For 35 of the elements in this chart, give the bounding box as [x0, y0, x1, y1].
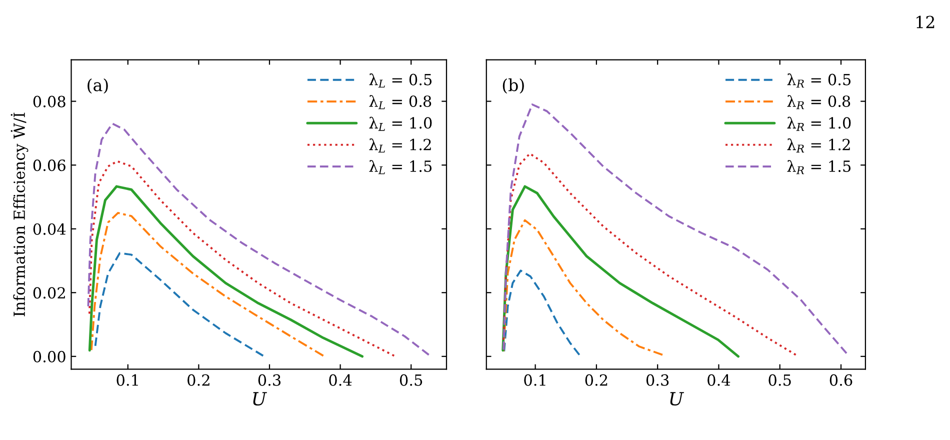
annotation: (a) [88, 78, 108, 94]
legend-label: λ$_{R}$ = 1.0 [787, 116, 851, 131]
legend-label: λ$_{R}$ = 1.2 [787, 138, 850, 152]
x-tick-label: 0.1 [524, 374, 546, 386]
annotation: (b) [502, 78, 524, 94]
legend-label: λ$_{L}$ = 0.8 [369, 95, 432, 110]
legend-label: λ$_{L}$ = 1.5 [369, 160, 432, 174]
x-tick-label: 0.3 [258, 374, 281, 386]
line-series [88, 185, 364, 358]
legend-label: λ$_{L}$ = 1.0 [369, 116, 432, 131]
line-series [94, 252, 264, 357]
legend-label: λ$_{L}$ = 0.5 [369, 73, 432, 88]
legend-label: λ$_{R}$ = 1.5 [787, 160, 851, 174]
x-tick-label: 0.1 [116, 374, 138, 386]
y-tick-label: 0.06 [33, 160, 66, 172]
y-axis-title: Information Efficiency Ẇ/İ [10, 112, 28, 316]
y-tick-label: 0.04 [33, 223, 66, 235]
x-tick-label: 0.3 [646, 374, 669, 386]
y-tick-label: 0.08 [33, 96, 66, 108]
x-tick-label: 0.2 [585, 374, 608, 386]
line-series [90, 212, 324, 357]
x-tick-label: 0.4 [708, 374, 730, 386]
x-axis-title: U [253, 392, 267, 406]
y-tick-label: 0.00 [33, 350, 66, 362]
x-tick-label: 0.5 [400, 374, 422, 386]
x-tick-label: 0.2 [188, 374, 210, 386]
x-axis-title: U [670, 392, 684, 406]
legend-label: λ$_{L}$ = 1.2 [369, 138, 431, 152]
x-tick-label: 0.4 [329, 374, 352, 386]
x-tick-label: 0.5 [768, 374, 791, 386]
x-tick-label: 0.6 [830, 374, 852, 386]
legend-label: λ$_{R}$ = 0.8 [787, 95, 850, 110]
legend-label: λ$_{R}$ = 0.5 [787, 73, 851, 88]
y-tick-label: 0.02 [33, 287, 65, 299]
text: 12 [916, 16, 934, 28]
